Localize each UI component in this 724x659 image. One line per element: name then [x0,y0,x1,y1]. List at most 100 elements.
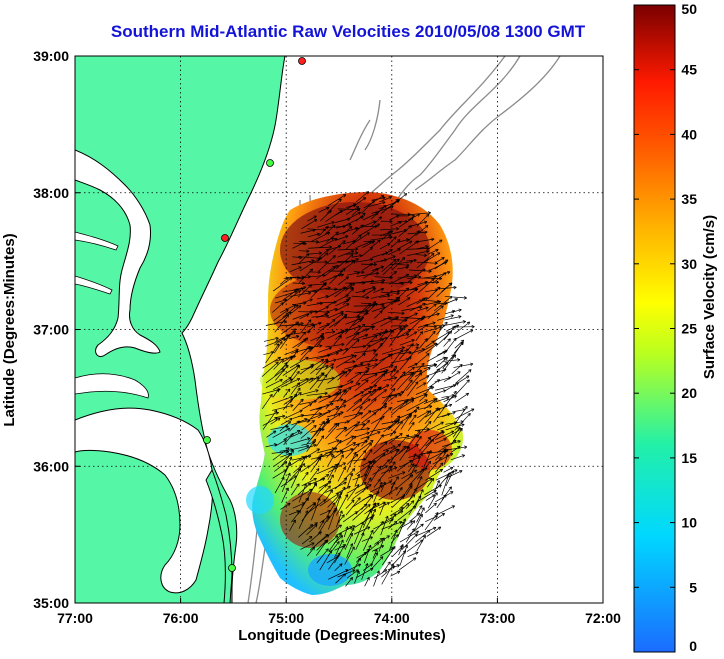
velocity-arrow-head [330,452,334,455]
velocity-arrow-head [338,495,341,498]
velocity-arrow-head [387,535,390,539]
velocity-arrow [427,239,443,250]
velocity-arrow-head [353,468,356,472]
velocity-arrow-head [424,230,428,233]
velocity-arrow-head [414,557,417,561]
velocity-arrow-head [312,503,316,505]
velocity-arrow-head [449,404,453,407]
velocity-arrow-head [416,552,419,555]
velocity-arrow [389,446,409,461]
velocity-arrow-head [373,264,377,267]
velocity-arrow-head [389,480,392,484]
velocity-arrow-head [306,444,310,447]
velocity-arrow-head [346,420,350,422]
velocity-arrow-head [355,248,359,251]
velocity-arrow-head [403,400,408,403]
velocity-arrow [289,266,302,273]
velocity-arrow-head [373,348,377,351]
velocity-arrow-head [399,521,403,525]
velocity-arrow-head [397,420,400,424]
velocity-arrow [325,210,343,222]
velocity-arrow [380,436,399,445]
velocity-arrow [319,510,331,516]
velocity-arrow-head [325,417,329,420]
velocity-arrow-head [300,431,303,435]
velocity-arrow [335,354,357,368]
velocity-arrow-head [356,511,358,515]
velocity-arrow-head [396,228,399,231]
velocity-arrow-head [348,226,353,228]
velocity-arrow [275,439,287,447]
velocity-arrow-head [426,428,430,431]
velocity-arrow [309,336,324,353]
velocity-arrow-head [450,296,453,300]
velocity-arrow [336,442,356,454]
velocity-arrow [317,306,329,312]
velocity-arrow-head [327,286,331,289]
velocity-arrow [352,334,368,341]
velocity-arrow-head [340,440,342,444]
velocity-arrow-head [386,449,389,453]
velocity-arrow-head [466,393,469,396]
velocity-arrow-head [323,282,327,284]
velocity-arrow [426,351,446,362]
radar-site-marker [266,159,274,167]
velocity-arrow [443,298,458,306]
velocity-arrow [362,287,376,298]
velocity-arrow [391,521,405,538]
velocity-arrow-head [277,388,281,390]
velocity-arrow-head [359,372,362,376]
velocity-arrow-head [420,489,424,492]
velocity-arrow-head [421,362,425,365]
velocity-arrow-head [381,537,385,541]
velocity-arrow [361,247,373,257]
velocity-arrow [316,539,328,551]
velocity-arrow-head [309,524,313,526]
velocity-arrow [328,194,347,206]
velocity-arrow [437,421,457,431]
velocity-arrow-head [369,449,373,452]
velocity-arrow-head [441,430,444,434]
velocity-arrow [388,370,399,381]
velocity-arrow-head [368,460,372,464]
velocity-arrow [415,254,427,256]
velocity-arrow-head [331,221,335,225]
velocity-arrow [346,272,360,276]
velocity-arrow [271,396,293,405]
velocity-arrow-head [365,313,369,315]
velocity-arrow-head [399,421,403,423]
velocity-arrow [274,299,287,304]
velocity-arrow-head [312,229,316,233]
velocity-arrow-head [408,350,412,353]
velocity-arrow-head [321,428,325,432]
velocity-arrow-head [339,563,343,565]
velocity-arrow-head [307,253,310,257]
velocity-arrow-head [342,486,346,489]
velocity-arrow-head [299,305,302,309]
velocity-arrow [337,466,346,482]
velocity-arrow [261,394,273,409]
velocity-arrow [334,312,344,320]
velocity-arrow [342,382,361,391]
velocity-arrow-head [303,302,307,305]
velocity-arrow-head [350,286,354,289]
velocity-arrow [273,358,284,370]
chesapeake-bay [75,149,161,358]
velocity-arrow [290,382,301,395]
velocity-arrow [389,274,409,285]
velocity-arrow [451,309,462,313]
velocity-arrow-head [327,360,329,364]
velocity-arrow [399,240,419,255]
velocity-arrow [344,421,360,432]
velocity-arrow-head [399,221,402,225]
velocity-arrow-head [356,258,359,262]
velocity-arrow-head [311,268,313,272]
velocity-arrow-head [313,425,317,427]
velocity-arrow-head [434,364,438,368]
velocity-arrow-head [340,273,344,275]
velocity-arrow [397,435,418,439]
velocity-arrow-head [447,472,451,474]
velocity-arrow-head [363,324,366,328]
velocity-arrow-head [335,351,339,354]
velocity-arrow-head [350,387,352,391]
